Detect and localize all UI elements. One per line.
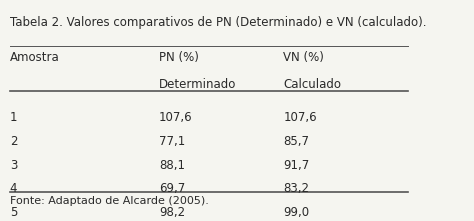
Text: 107,6: 107,6 <box>283 111 317 124</box>
Text: 69,7: 69,7 <box>159 183 185 195</box>
Text: 85,7: 85,7 <box>283 135 310 148</box>
Text: 99,0: 99,0 <box>283 206 310 219</box>
Text: 98,2: 98,2 <box>159 206 185 219</box>
Text: 88,1: 88,1 <box>159 159 185 172</box>
Text: PN (%): PN (%) <box>159 51 199 64</box>
Text: 77,1: 77,1 <box>159 135 185 148</box>
Text: 83,2: 83,2 <box>283 183 310 195</box>
Text: 3: 3 <box>9 159 17 172</box>
Text: 107,6: 107,6 <box>159 111 192 124</box>
Text: Calculado: Calculado <box>283 78 341 91</box>
Text: 4: 4 <box>9 183 17 195</box>
Text: VN (%): VN (%) <box>283 51 324 64</box>
Text: Determinado: Determinado <box>159 78 237 91</box>
Text: 1: 1 <box>9 111 17 124</box>
Text: 5: 5 <box>9 206 17 219</box>
Text: 91,7: 91,7 <box>283 159 310 172</box>
Text: Fonte: Adaptado de Alcarde (2005).: Fonte: Adaptado de Alcarde (2005). <box>9 196 209 206</box>
Text: Tabela 2. Valores comparativos de PN (Determinado) e VN (calculado).: Tabela 2. Valores comparativos de PN (De… <box>9 16 426 29</box>
Text: Amostra: Amostra <box>9 51 59 64</box>
Text: 2: 2 <box>9 135 17 148</box>
